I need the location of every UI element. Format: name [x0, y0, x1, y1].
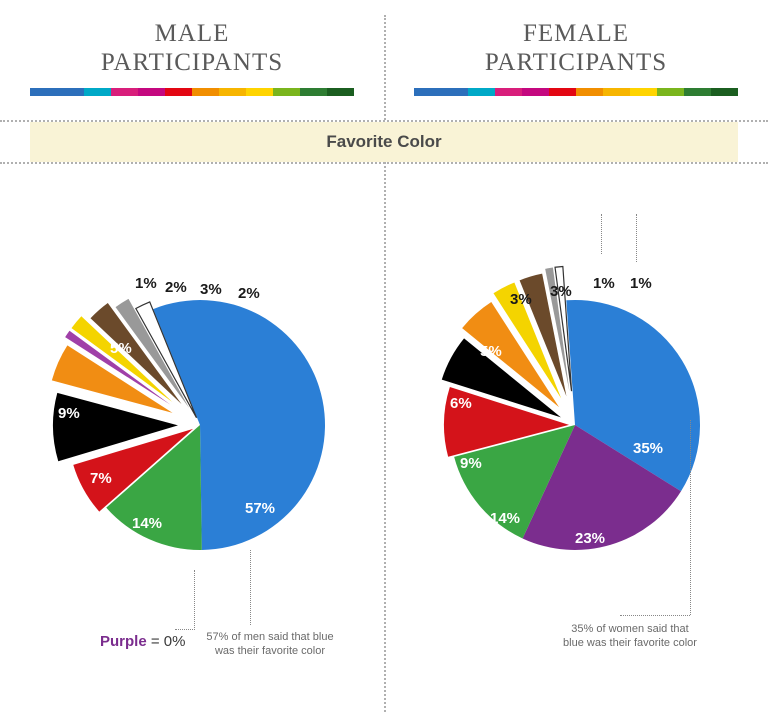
- leader-line: [250, 550, 251, 625]
- pie-slice-label: 7%: [90, 470, 112, 487]
- pie-slice-label: 23%: [575, 530, 605, 547]
- pie-slice-label: 2%: [165, 279, 187, 296]
- purple-rest: = 0%: [147, 633, 186, 650]
- pie-slice-label: 1%: [135, 275, 157, 292]
- pie-slice-label: 9%: [58, 405, 80, 422]
- purple-word: Purple: [100, 633, 147, 650]
- pie-slice-label: 9%: [460, 455, 482, 472]
- male-footnote: 57% of men said that blue was their favo…: [200, 630, 340, 659]
- male-title-line2: PARTICIPANTS: [101, 49, 283, 76]
- leader-line: [636, 214, 637, 262]
- female-title-line1: FEMALE: [523, 20, 629, 47]
- pie-slice-label: 3%: [550, 283, 572, 300]
- infographic-container: MALE PARTICIPANTS FEMALE PARTICIPANTS Fa…: [0, 0, 768, 712]
- pie-slice-label: 1%: [630, 275, 652, 292]
- male-title: MALE PARTICIPANTS: [0, 20, 384, 78]
- female-footnote: 35% of women said that blue was their fa…: [560, 622, 700, 651]
- banner-wrap: Favorite Color: [0, 120, 768, 164]
- male-title-line1: MALE: [155, 20, 230, 47]
- rainbow-bar-right: [414, 88, 738, 96]
- banner-label: Favorite Color: [30, 122, 738, 162]
- pie-slice-label: 5%: [480, 343, 502, 360]
- pie-slice-label: 1%: [593, 275, 615, 292]
- rainbow-bar-left: [30, 88, 354, 96]
- leader-line: [690, 420, 691, 615]
- purple-zero-note: Purple = 0%: [100, 633, 185, 650]
- leader-line: [620, 615, 690, 616]
- pie-slice-label: 5%: [110, 340, 132, 357]
- leader-line: [601, 214, 602, 254]
- pie-slice-label: 6%: [450, 395, 472, 412]
- female-title: FEMALE PARTICIPANTS: [384, 20, 768, 78]
- female-title-line2: PARTICIPANTS: [485, 49, 667, 76]
- pie-slice-label: 14%: [490, 510, 520, 527]
- pie-slice-label: 3%: [200, 281, 222, 298]
- pie-slice-label: 35%: [633, 440, 663, 457]
- leader-line: [175, 570, 195, 630]
- female-pie-chart: 35% 23% 14% 9% 6% 5% 3% 3% 1% 1%: [395, 245, 755, 605]
- pie-slice-label: 3%: [510, 291, 532, 308]
- male-pie-chart: 57% 14% 7% 9% 5% 1% 2% 3% 2%: [20, 245, 380, 605]
- pie-slice-label: 14%: [132, 515, 162, 532]
- chart-area: 57% 14% 7% 9% 5% 1% 2% 3% 2% 35% 23% 14% 9% 6% 5% 3% 3%…: [0, 190, 768, 712]
- pie-slice-label: 2%: [238, 285, 260, 302]
- pie-slice-label: 57%: [245, 500, 275, 517]
